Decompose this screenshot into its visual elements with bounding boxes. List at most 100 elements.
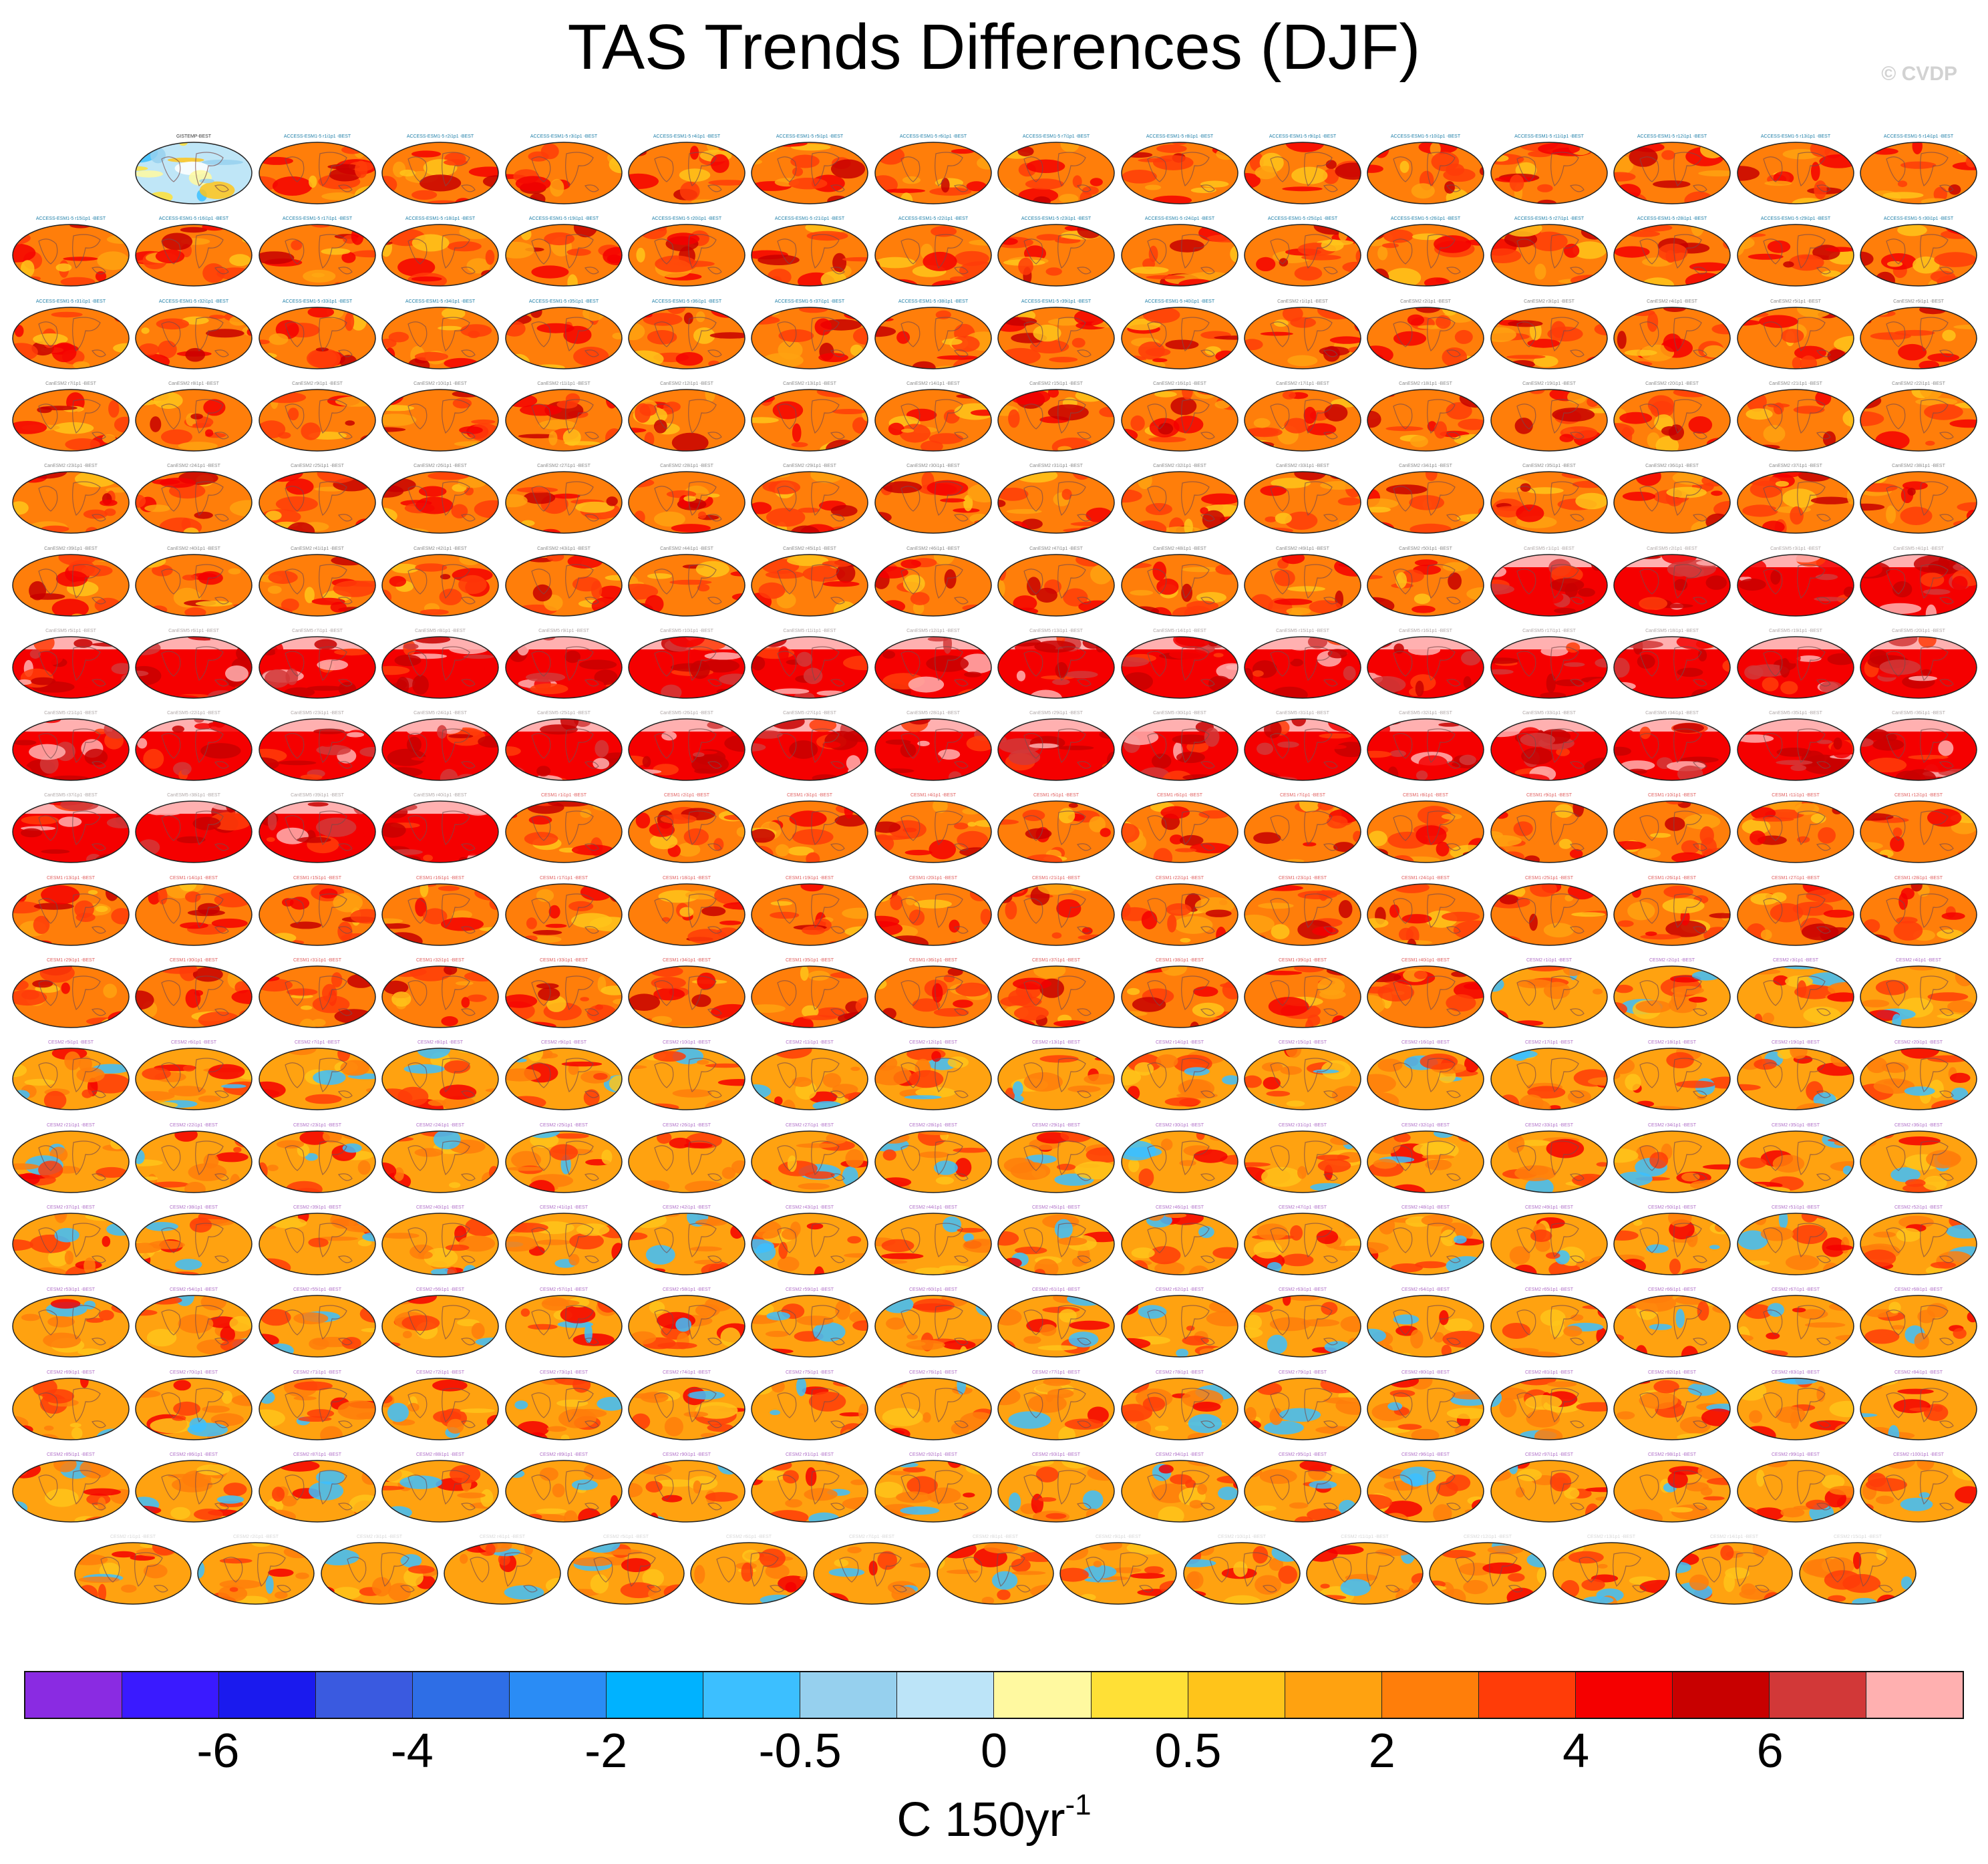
map-panel: CESM1 r2i1p1 -BEST	[628, 791, 746, 864]
map-panel-svg: CESM1 r7i1p1 -BEST	[1244, 793, 1361, 864]
map-panel-svg: CESM2 r96i1p1 -BEST	[1367, 1452, 1485, 1523]
panel-title: CanESM5 r24i1p1 -BEST	[413, 711, 467, 716]
map-panel: ACCESS-ESM1-5 r27i1p1 -BEST	[1490, 214, 1608, 287]
map-panel: ACCESS-ESM1-5 r35i1p1 -BEST	[504, 297, 623, 369]
colorbar-swatch-10	[994, 1672, 1092, 1718]
map-panel-svg: CESM2 r97i1p1 -BEST	[1490, 1452, 1608, 1523]
panel-title: ACCESS-ESM1-5 r25i1p1 -BEST	[1268, 216, 1338, 221]
map-panel-svg: CESM2 r1i1p1 -BEST	[74, 1535, 192, 1605]
map-panel-svg: ACCESS-ESM1-5 r35i1p1 -BEST	[504, 299, 623, 369]
map-panel: CESM2 r59i1p1 -BEST	[751, 1285, 869, 1358]
map-panel: CESM1 r32i1p1 -BEST	[381, 956, 499, 1028]
map-panel: CESM2 r14i1p1 -BEST	[1675, 1533, 1793, 1605]
map-panel: CESM2 r11i1p1 -BEST	[751, 1038, 869, 1111]
panel-title: ACCESS-ESM1-5 r21i1p1 -BEST	[775, 216, 845, 221]
panel-title: CESM2 r22i1p1 -BEST	[170, 1123, 218, 1128]
panel-title: CanESM2 r31i1p1 -BEST	[1029, 464, 1083, 468]
map-panel: CESM2 r29i1p1 -BEST	[997, 1121, 1115, 1193]
panel-title: CanESM5 r11i1p1 -BEST	[784, 629, 837, 633]
map-panel: CESM2 r90i1p1 -BEST	[628, 1450, 746, 1523]
map-panel-svg: CESM2 r11i1p1 -BEST	[1306, 1535, 1424, 1605]
map-panel-svg: CESM2 r73i1p1 -BEST	[504, 1370, 623, 1440]
map-panel: CESM2 r4i1p1 -BEST	[1860, 956, 1977, 1028]
map-panel: CESM2 r83i1p1 -BEST	[1736, 1368, 1854, 1440]
map-panel: CESM2 r54i1p1 -BEST	[135, 1285, 253, 1358]
panel-title: CESM2 r7i1p1 -BEST	[849, 1535, 895, 1539]
map-panel-svg: CanESM2 r28i1p1 -BEST	[628, 464, 746, 534]
map-panel-svg: CESM2 r79i1p1 -BEST	[1244, 1370, 1361, 1440]
map-panel: CESM2 r68i1p1 -BEST	[1860, 1285, 1977, 1358]
map-panel-svg: CESM2 r4i1p1 -BEST	[444, 1535, 561, 1605]
panel-title: CanESM5 r30i1p1 -BEST	[1153, 711, 1206, 716]
map-panel-svg: CESM2 r77i1p1 -BEST	[997, 1370, 1115, 1440]
map-panel-svg: ACCESS-ESM1-5 r19i1p1 -BEST	[504, 216, 623, 287]
panel-title: CESM2 r33i1p1 -BEST	[1525, 1123, 1574, 1128]
panel-title: ACCESS-ESM1-5 r31i1p1 -BEST	[36, 299, 106, 304]
panel-title: CanESM5 r36i1p1 -BEST	[1892, 711, 1945, 716]
colorbar-swatch-8	[800, 1672, 898, 1718]
panel-title: CanESM5 r16i1p1 -BEST	[1399, 629, 1453, 633]
panel-title: CESM2 r100i1p1 -BEST	[1893, 1452, 1945, 1457]
map-panel-svg: CanESM5 r6i1p1 -BEST	[135, 629, 253, 699]
panel-title: ACCESS-ESM1-5 r9i1p1 -BEST	[1269, 134, 1337, 139]
panel-title: CESM2 r1i1p1 -BEST	[1526, 958, 1572, 963]
panel-title: CESM2 r57i1p1 -BEST	[540, 1287, 589, 1292]
map-panel-svg: CanESM2 r43i1p1 -BEST	[504, 547, 623, 617]
map-panel: CanESM5 r15i1p1 -BEST	[1244, 627, 1361, 699]
map-panel: CanESM5 r22i1p1 -BEST	[135, 709, 253, 781]
panel-title: ACCESS-ESM1-5 r5i1p1 -BEST	[776, 134, 844, 139]
panel-title: CESM1 r12i1p1 -BEST	[1894, 793, 1943, 798]
panel-title: CanESM2 r21i1p1 -BEST	[1769, 381, 1822, 386]
map-panel: CanESM5 r17i1p1 -BEST	[1490, 627, 1608, 699]
map-panel-svg: CESM1 r16i1p1 -BEST	[381, 876, 499, 946]
map-panel: CESM2 r43i1p1 -BEST	[751, 1203, 869, 1275]
panel-title: ACCESS-ESM1-5 r6i1p1 -BEST	[900, 134, 967, 139]
panel-title: ACCESS-ESM1-5 r30i1p1 -BEST	[1884, 216, 1954, 221]
map-panel: CESM2 r85i1p1 -BEST	[12, 1450, 130, 1523]
map-panel: CanESM5 r25i1p1 -BEST	[504, 709, 623, 781]
map-panel: CanESM5 r20i1p1 -BEST	[1860, 627, 1977, 699]
map-panel: CanESM2 r32i1p1 -BEST	[1120, 462, 1238, 534]
panel-title: CESM2 r48i1p1 -BEST	[1401, 1205, 1450, 1210]
map-panel-svg: CanESM5 r17i1p1 -BEST	[1490, 629, 1608, 699]
panel-title: CESM2 r56i1p1 -BEST	[416, 1287, 465, 1292]
map-panel-svg: CanESM2 r50i1p1 -BEST	[1367, 547, 1485, 617]
panel-title: CESM1 r32i1p1 -BEST	[416, 958, 465, 963]
panel-title: CESM2 r72i1p1 -BEST	[416, 1370, 465, 1375]
panel-title: CanESM2 r46i1p1 -BEST	[906, 547, 960, 551]
map-panel: CESM2 r13i1p1 -BEST	[997, 1038, 1115, 1111]
panel-title: CESM1 r15i1p1 -BEST	[293, 876, 342, 881]
panel-title: CESM1 r24i1p1 -BEST	[1401, 876, 1450, 881]
panel-title: CanESM2 r40i1p1 -BEST	[168, 547, 221, 551]
panel-title: CESM2 r81i1p1 -BEST	[1525, 1370, 1574, 1375]
panel-title: ACCESS-ESM1-5 r29i1p1 -BEST	[1760, 216, 1830, 221]
map-panel: CESM2 r10i1p1 -BEST	[628, 1038, 746, 1111]
colorbar-swatch-12	[1188, 1672, 1285, 1718]
map-panel: ACCESS-ESM1-5 r9i1p1 -BEST	[1244, 132, 1361, 204]
panel-title: CESM2 r82i1p1 -BEST	[1648, 1370, 1697, 1375]
panel-title: CESM2 r10i1p1 -BEST	[1218, 1535, 1267, 1539]
map-panel: CESM2 r25i1p1 -BEST	[504, 1121, 623, 1193]
colorbar-swatch-5	[510, 1672, 607, 1718]
colorbar-tick-label: -6	[196, 1724, 240, 1778]
panel-title: CESM2 r78i1p1 -BEST	[1156, 1370, 1204, 1375]
map-panel: CanESM5 r11i1p1 -BEST	[751, 627, 869, 699]
map-panel-svg: CESM2 r7i1p1 -BEST	[813, 1535, 931, 1605]
panel-title: ACCESS-ESM1-5 r35i1p1 -BEST	[528, 299, 599, 304]
map-panel: ACCESS-ESM1-5 r17i1p1 -BEST	[259, 214, 376, 287]
map-panel: ACCESS-ESM1-5 r24i1p1 -BEST	[1120, 214, 1238, 287]
colorbar-tick-label: -2	[585, 1724, 628, 1778]
map-panel: CESM2 r62i1p1 -BEST	[1120, 1285, 1238, 1358]
map-panel: CanESM2 r7i1p1 -BEST	[12, 379, 130, 452]
map-panel: CESM2 r2i1p1 -BEST	[1613, 956, 1731, 1028]
map-panel: CESM1 r19i1p1 -BEST	[751, 874, 869, 946]
panel-title: CESM2 r40i1p1 -BEST	[416, 1205, 465, 1210]
panel-title: ACCESS-ESM1-5 r19i1p1 -BEST	[528, 216, 599, 221]
map-panel: CESM1 r34i1p1 -BEST	[628, 956, 746, 1028]
map-panel-svg: ACCESS-ESM1-5 r5i1p1 -BEST	[751, 134, 869, 204]
map-panel-svg: CanESM5 r24i1p1 -BEST	[381, 711, 499, 781]
map-panel-svg: CanESM2 r2i1p1 -BEST	[1367, 299, 1485, 369]
map-panel-svg: ACCESS-ESM1-5 r17i1p1 -BEST	[259, 216, 376, 287]
map-panel-svg: CanESM2 r38i1p1 -BEST	[1860, 464, 1977, 534]
map-panel: CESM2 r93i1p1 -BEST	[997, 1450, 1115, 1523]
